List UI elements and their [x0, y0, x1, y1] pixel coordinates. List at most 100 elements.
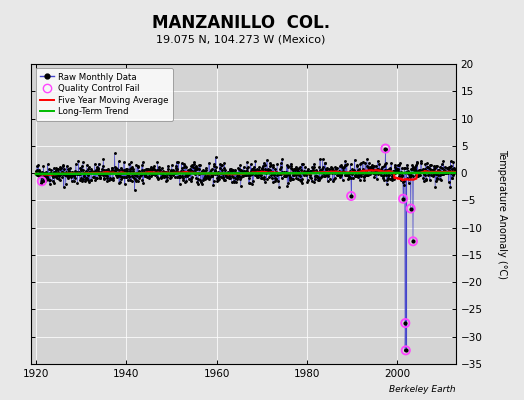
Point — [204, 176, 213, 182]
Point — [274, 171, 282, 177]
Point — [133, 162, 141, 169]
Point — [79, 175, 88, 182]
Point — [266, 160, 274, 166]
Point — [113, 174, 122, 180]
Point — [376, 168, 385, 174]
Point — [176, 173, 184, 179]
Point — [318, 166, 326, 172]
Point — [219, 171, 227, 177]
Point — [247, 161, 255, 167]
Point — [304, 168, 313, 175]
Point — [134, 164, 143, 170]
Point — [149, 166, 158, 172]
Point — [41, 170, 50, 176]
Point — [373, 165, 381, 172]
Point — [392, 167, 401, 173]
Point — [388, 173, 397, 179]
Point — [344, 171, 352, 177]
Point — [110, 168, 118, 174]
Point — [147, 163, 155, 170]
Point — [68, 169, 77, 175]
Point — [85, 169, 94, 176]
Point — [56, 176, 64, 183]
Point — [156, 175, 165, 181]
Point — [36, 173, 44, 179]
Point — [171, 170, 179, 176]
Point — [407, 205, 415, 212]
Point — [45, 166, 53, 172]
Point — [327, 164, 335, 170]
Point — [271, 169, 280, 176]
Point — [173, 169, 182, 175]
Point — [159, 168, 167, 174]
Point — [228, 167, 237, 173]
Point — [305, 169, 313, 176]
Point — [78, 163, 86, 170]
Point — [67, 172, 75, 179]
Point — [419, 166, 427, 172]
Point — [387, 160, 395, 166]
Point — [162, 178, 170, 184]
Point — [423, 171, 432, 178]
Text: 19.075 N, 104.273 W (Mexico): 19.075 N, 104.273 W (Mexico) — [156, 34, 326, 44]
Point — [307, 168, 315, 175]
Point — [157, 165, 166, 171]
Point — [91, 168, 99, 174]
Point — [279, 168, 288, 175]
Point — [352, 172, 361, 179]
Point — [407, 205, 415, 212]
Point — [265, 174, 274, 180]
Point — [243, 168, 251, 174]
Point — [377, 172, 386, 178]
Point — [358, 166, 367, 172]
Point — [242, 172, 250, 178]
Point — [125, 174, 133, 180]
Point — [248, 168, 257, 175]
Point — [272, 171, 281, 178]
Point — [283, 183, 291, 190]
Point — [405, 170, 413, 177]
Point — [351, 172, 359, 179]
Point — [402, 169, 410, 176]
Point — [288, 166, 296, 172]
Point — [254, 172, 263, 178]
Point — [271, 165, 279, 172]
Point — [173, 174, 181, 180]
Point — [270, 172, 278, 178]
Point — [265, 168, 273, 175]
Point — [310, 161, 318, 167]
Point — [168, 170, 177, 177]
Point — [331, 164, 339, 170]
Point — [429, 169, 438, 176]
Point — [297, 166, 305, 173]
Point — [312, 173, 321, 180]
Point — [320, 160, 329, 167]
Point — [425, 177, 434, 184]
Point — [116, 164, 125, 171]
Point — [237, 171, 246, 177]
Point — [436, 172, 445, 178]
Point — [383, 177, 391, 183]
Point — [341, 158, 350, 164]
Point — [386, 165, 394, 171]
Point — [199, 166, 208, 173]
Point — [252, 168, 260, 175]
Point — [290, 171, 298, 177]
Point — [369, 170, 377, 176]
Point — [74, 171, 83, 178]
Point — [392, 167, 400, 173]
Point — [135, 168, 144, 174]
Point — [156, 167, 164, 173]
Point — [396, 176, 405, 183]
Point — [390, 167, 398, 174]
Point — [140, 167, 148, 173]
Point — [170, 170, 178, 176]
Point — [32, 171, 40, 178]
Point — [161, 172, 170, 179]
Point — [356, 161, 365, 168]
Point — [84, 166, 92, 172]
Point — [63, 174, 72, 181]
Point — [97, 168, 105, 175]
Point — [286, 177, 294, 183]
Point — [274, 177, 282, 184]
